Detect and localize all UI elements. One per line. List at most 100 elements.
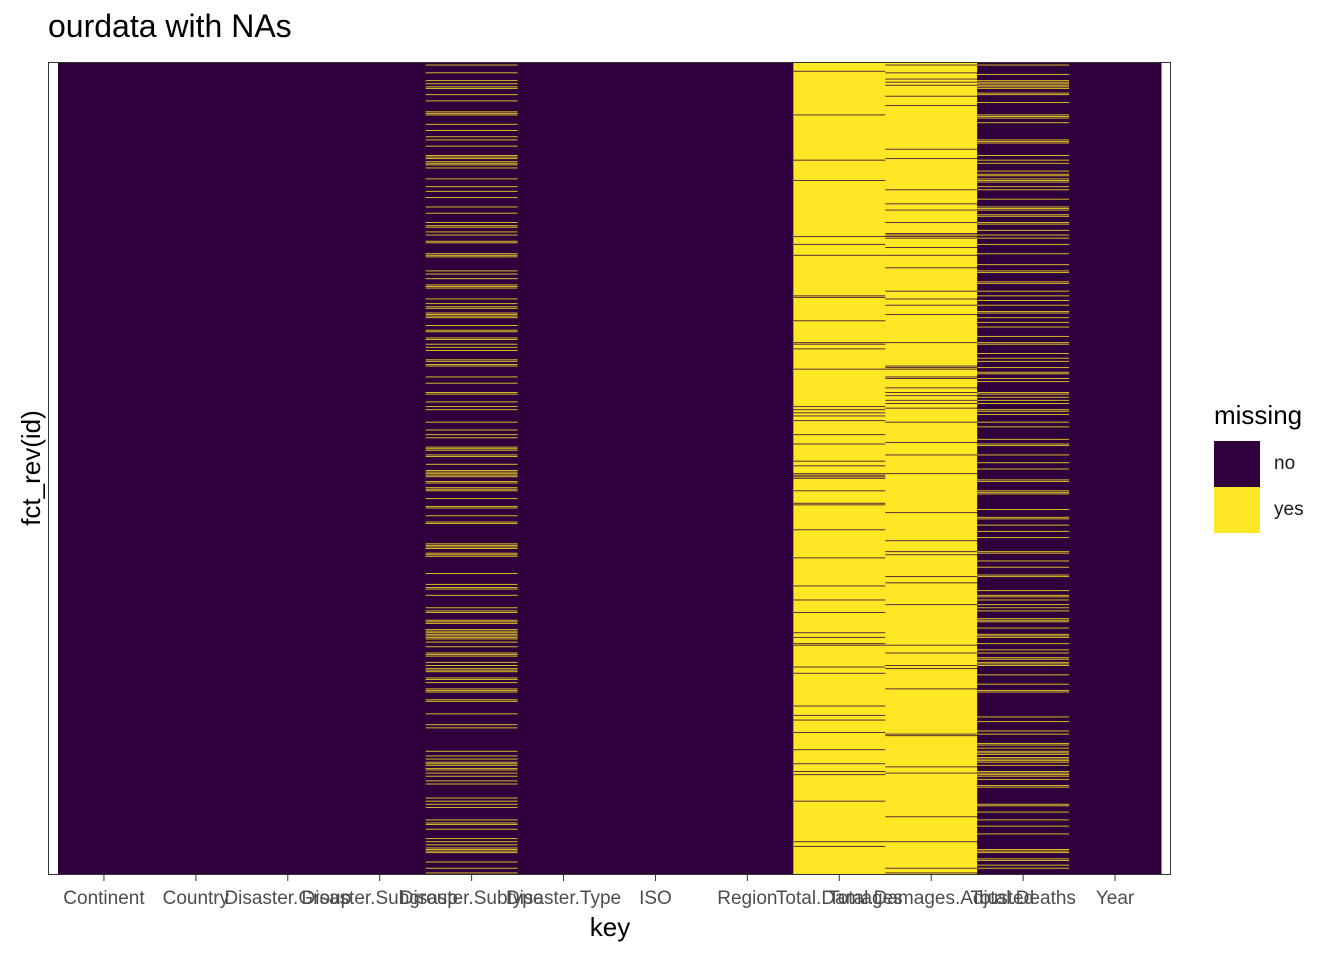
heatmap-cell <box>425 727 519 729</box>
heatmap-cell <box>793 473 886 475</box>
heatmap-cell <box>793 732 886 734</box>
heatmap-cell <box>793 295 886 297</box>
heatmap-cell <box>425 434 519 436</box>
heatmap-cell <box>425 114 519 116</box>
heatmap-cell <box>425 231 519 233</box>
heatmap-cell <box>977 295 1070 297</box>
heatmap-cell <box>977 399 1070 401</box>
heatmap-cell <box>977 237 1070 239</box>
heatmap-cell <box>977 657 1070 659</box>
heatmap-cell <box>425 254 519 256</box>
heatmap-cell <box>425 303 519 305</box>
heatmap-cell <box>425 234 519 236</box>
heatmap-cell <box>425 543 519 545</box>
heatmap-cell <box>977 760 1070 762</box>
heatmap-cell <box>425 636 519 638</box>
legend-label-no: no <box>1274 453 1296 474</box>
heatmap-cell <box>977 222 1070 224</box>
heatmap-cell <box>793 476 886 478</box>
heatmap-cell <box>425 849 519 850</box>
heatmap-cell <box>977 803 1070 805</box>
heatmap-cell <box>977 596 1070 598</box>
heatmap-cell <box>425 242 519 244</box>
heatmap-cell <box>885 399 978 401</box>
heatmap-cell <box>425 448 519 450</box>
x-tick-label: Total.Deaths <box>970 888 1076 909</box>
heatmap-cell <box>885 78 978 80</box>
heatmap-cell <box>793 636 886 638</box>
heatmap-cell <box>425 312 519 314</box>
heatmap-cell <box>425 317 519 319</box>
heatmap-cell <box>793 800 886 802</box>
heatmap-cell <box>793 343 886 345</box>
heatmap-cell <box>425 682 519 684</box>
heatmap-cell <box>425 629 519 631</box>
heatmap-cell <box>425 197 519 199</box>
legend: missing no yes <box>1214 400 1304 533</box>
heatmap-cell <box>793 643 886 645</box>
heatmap-cell <box>977 142 1070 144</box>
heatmap-cell <box>885 148 978 150</box>
heatmap-cell <box>425 287 519 289</box>
heatmap-cell <box>425 314 519 316</box>
heatmap-cell <box>977 665 1070 666</box>
heatmap-cell <box>793 159 886 161</box>
heatmap-cell <box>425 136 519 138</box>
y-axis-title-text: fct_rev(id) <box>16 410 46 526</box>
heatmap-cell <box>885 368 978 370</box>
heatmap-cell <box>425 775 519 777</box>
x-tick-label: Country <box>163 888 230 909</box>
heatmap-cell <box>425 750 519 752</box>
x-tick-label: Continent <box>63 888 145 909</box>
heatmap-cell <box>977 282 1070 284</box>
heatmap-cell <box>977 321 1070 323</box>
heatmap-cell <box>425 325 519 326</box>
heatmap-cell <box>977 87 1070 89</box>
x-tick-label: Disaster.Group <box>224 888 351 909</box>
heatmap-cell <box>425 619 519 621</box>
heatmap-cell <box>425 206 519 208</box>
heatmap-cell <box>425 588 519 590</box>
heatmap-cell <box>977 864 1070 866</box>
heatmap-cell <box>425 544 519 546</box>
heatmap-cell <box>425 145 519 147</box>
heatmap-cell <box>977 643 1070 645</box>
heatmap-cell <box>425 679 519 680</box>
heatmap-cell <box>425 284 519 286</box>
heatmap-cell <box>885 554 978 556</box>
heatmap-cell <box>425 298 519 300</box>
legend-title: missing <box>1214 400 1303 430</box>
heatmap-cell <box>793 412 886 414</box>
heatmap-cell <box>425 487 519 489</box>
heatmap-cell <box>425 635 519 637</box>
heatmap-cell <box>425 515 519 517</box>
heatmap-cell <box>793 632 886 634</box>
heatmap-cell <box>977 604 1070 606</box>
heatmap-cell <box>425 490 519 492</box>
heatmap-cell <box>885 668 978 670</box>
heatmap-cell <box>793 179 886 181</box>
heatmap-cell <box>793 504 886 506</box>
panel-border <box>48 62 1171 875</box>
chart-title: ourdata with NAs <box>48 8 292 44</box>
heatmap-cell <box>977 661 1070 663</box>
heatmap-cell <box>977 491 1070 493</box>
heatmap-cell <box>977 215 1070 217</box>
heatmap-cell <box>977 343 1070 345</box>
legend-item-no: no <box>1214 441 1304 487</box>
heatmap-cell <box>425 572 519 574</box>
heatmap-cell <box>793 342 886 344</box>
heatmap-cell <box>977 92 1070 94</box>
heatmap-cell <box>977 509 1070 510</box>
heatmap-cell <box>977 173 1070 175</box>
heatmap-cell <box>977 618 1070 620</box>
heatmap-cell <box>885 402 978 404</box>
heatmap-cell <box>793 774 886 776</box>
heatmap-cell <box>425 315 519 317</box>
heatmap-cell <box>977 426 1070 428</box>
heatmap-cell <box>977 83 1070 85</box>
heatmap-cell <box>425 654 519 656</box>
heatmap-cell <box>977 805 1070 807</box>
heatmap-cell <box>425 819 519 821</box>
heatmap-cell <box>425 346 519 348</box>
